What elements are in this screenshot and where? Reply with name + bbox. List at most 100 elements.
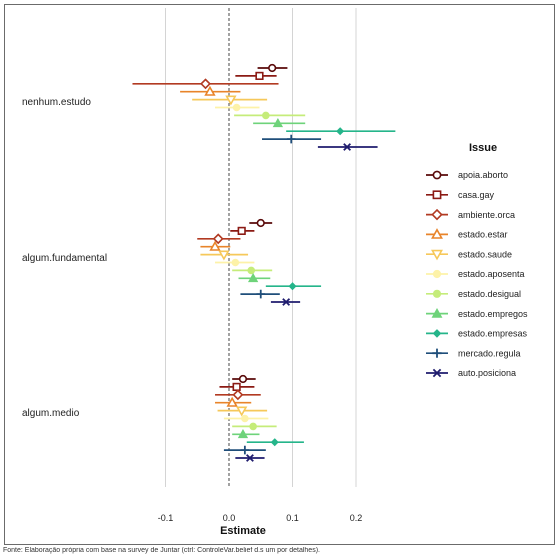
- estimate-mercado-regula: [223, 445, 266, 455]
- legend-label: estado.saude: [458, 249, 512, 259]
- point-marker: [336, 127, 345, 136]
- estimate-apoia-aborto: [232, 374, 256, 384]
- point-marker: [247, 272, 259, 283]
- group-label: algum.fundamental: [22, 253, 107, 264]
- point-marker: [225, 95, 237, 106]
- legend-item-mercado-regula[interactable]: mercado.regula: [426, 348, 521, 358]
- point-marker: [212, 233, 224, 245]
- point-marker: [272, 117, 284, 128]
- point-marker: [431, 307, 443, 318]
- legend-item-estado-estar[interactable]: estado.estar: [426, 228, 508, 240]
- point-marker: [249, 422, 257, 431]
- point-marker: [256, 218, 265, 228]
- estimate-auto-posiciona: [235, 454, 265, 462]
- estimate-estado-desigual: [234, 111, 306, 120]
- legend-label: ambiente.orca: [458, 210, 515, 220]
- estimate-casa-gay: [219, 382, 255, 392]
- point-marker: [246, 454, 254, 462]
- estimate-estado-saude: [217, 406, 268, 417]
- point-marker: [431, 228, 443, 239]
- estimate-estado-estar: [215, 396, 252, 407]
- legend-label: apoia.aborto: [458, 170, 508, 180]
- point-marker: [232, 382, 241, 392]
- estimate-estado-empregos: [232, 428, 260, 439]
- estimate-estado-saude: [200, 250, 249, 261]
- point-marker: [218, 250, 230, 261]
- legend-title: Issue: [469, 142, 497, 154]
- estimate-estado-empresas: [246, 438, 304, 447]
- point-marker: [237, 428, 249, 439]
- x-tick-label: 0.1: [286, 513, 299, 523]
- point-marker: [432, 170, 442, 180]
- estimate-estado-empregos: [238, 272, 271, 283]
- legend-label: estado.empregos: [458, 309, 528, 319]
- point-marker: [431, 208, 443, 221]
- legend-item-estado-saude[interactable]: estado.saude: [426, 249, 512, 261]
- estimate-estado-empresas: [286, 127, 396, 136]
- point-marker: [432, 329, 442, 338]
- legend-label: estado.estar: [458, 230, 508, 240]
- estimate-estado-aposenta: [223, 414, 269, 423]
- point-marker: [286, 134, 296, 144]
- point-marker: [232, 103, 241, 112]
- x-axis-label: Estimate: [220, 525, 266, 537]
- point-marker: [204, 85, 216, 96]
- estimate-mercado-regula: [262, 134, 322, 144]
- legend[interactable]: Issue apoia.aborto casa.gay ambiente.orca e…: [426, 142, 528, 378]
- legend-label: mercado.regula: [458, 348, 521, 358]
- estimate-ambiente-orca: [215, 389, 261, 401]
- legend-label: casa.gay: [458, 190, 495, 200]
- estimate-estado-desigual: [232, 266, 273, 275]
- x-tick-label: 0.0: [223, 513, 236, 523]
- estimate-casa-gay: [230, 226, 255, 236]
- point-marker: [238, 374, 248, 384]
- legend-item-ambiente-orca[interactable]: ambiente.orca: [426, 208, 515, 221]
- legend-label: estado.desigual: [458, 289, 521, 299]
- legend-item-estado-aposenta[interactable]: estado.aposenta: [426, 269, 525, 279]
- point-marker: [256, 289, 266, 299]
- estimate-casa-gay: [235, 71, 277, 80]
- legend-label: auto.posiciona: [458, 368, 516, 378]
- estimate-estado-aposenta: [215, 258, 255, 267]
- x-tick-label: 0.2: [350, 513, 363, 523]
- point-marker: [288, 282, 297, 291]
- estimate-estado-empregos: [253, 117, 306, 128]
- estimate-estado-desigual: [232, 422, 277, 431]
- point-marker: [343, 143, 352, 151]
- figure-caption: Fonte: Elaboração própria com base na su…: [3, 547, 320, 554]
- point-marker: [232, 389, 244, 401]
- legend-item-estado-empregos[interactable]: estado.empregos: [426, 307, 528, 319]
- point-marker: [432, 368, 442, 378]
- point-marker: [209, 240, 221, 251]
- estimate-auto-posiciona: [317, 143, 378, 151]
- estimate-ambiente-orca: [132, 78, 279, 90]
- estimate-estado-estar: [200, 240, 231, 251]
- legend-item-estado-desigual[interactable]: estado.desigual: [426, 289, 521, 299]
- point-marker: [432, 269, 442, 279]
- point-marker: [241, 414, 249, 423]
- point-marker: [270, 438, 279, 447]
- estimate-estado-empresas: [265, 282, 322, 291]
- point-marker: [237, 226, 246, 236]
- point-marker: [226, 396, 238, 407]
- legend-label: estado.empresas: [458, 329, 528, 339]
- legend-item-apoia-aborto[interactable]: apoia.aborto: [426, 170, 508, 180]
- x-tick-label: -0.1: [158, 513, 174, 523]
- point-marker: [240, 445, 250, 455]
- estimate-apoia-aborto: [257, 63, 288, 73]
- estimate-estado-estar: [180, 85, 241, 96]
- estimate-estado-aposenta: [215, 103, 260, 112]
- point-marker: [236, 406, 248, 417]
- group-label: algum.medio: [22, 408, 80, 419]
- grid-layer: [165, 8, 357, 487]
- legend-item-estado-empresas[interactable]: estado.empresas: [426, 329, 528, 339]
- legend-item-casa-gay[interactable]: casa.gay: [426, 190, 495, 200]
- point-marker: [282, 298, 291, 306]
- point-marker: [268, 63, 277, 73]
- group-labels: nenhum.estudo algum.fundamental algum.medi…: [22, 97, 107, 419]
- data-marks: [132, 63, 396, 462]
- point-marker: [255, 71, 264, 80]
- estimate-apoia-aborto: [249, 218, 273, 228]
- legend-item-auto-posiciona[interactable]: auto.posiciona: [426, 368, 516, 378]
